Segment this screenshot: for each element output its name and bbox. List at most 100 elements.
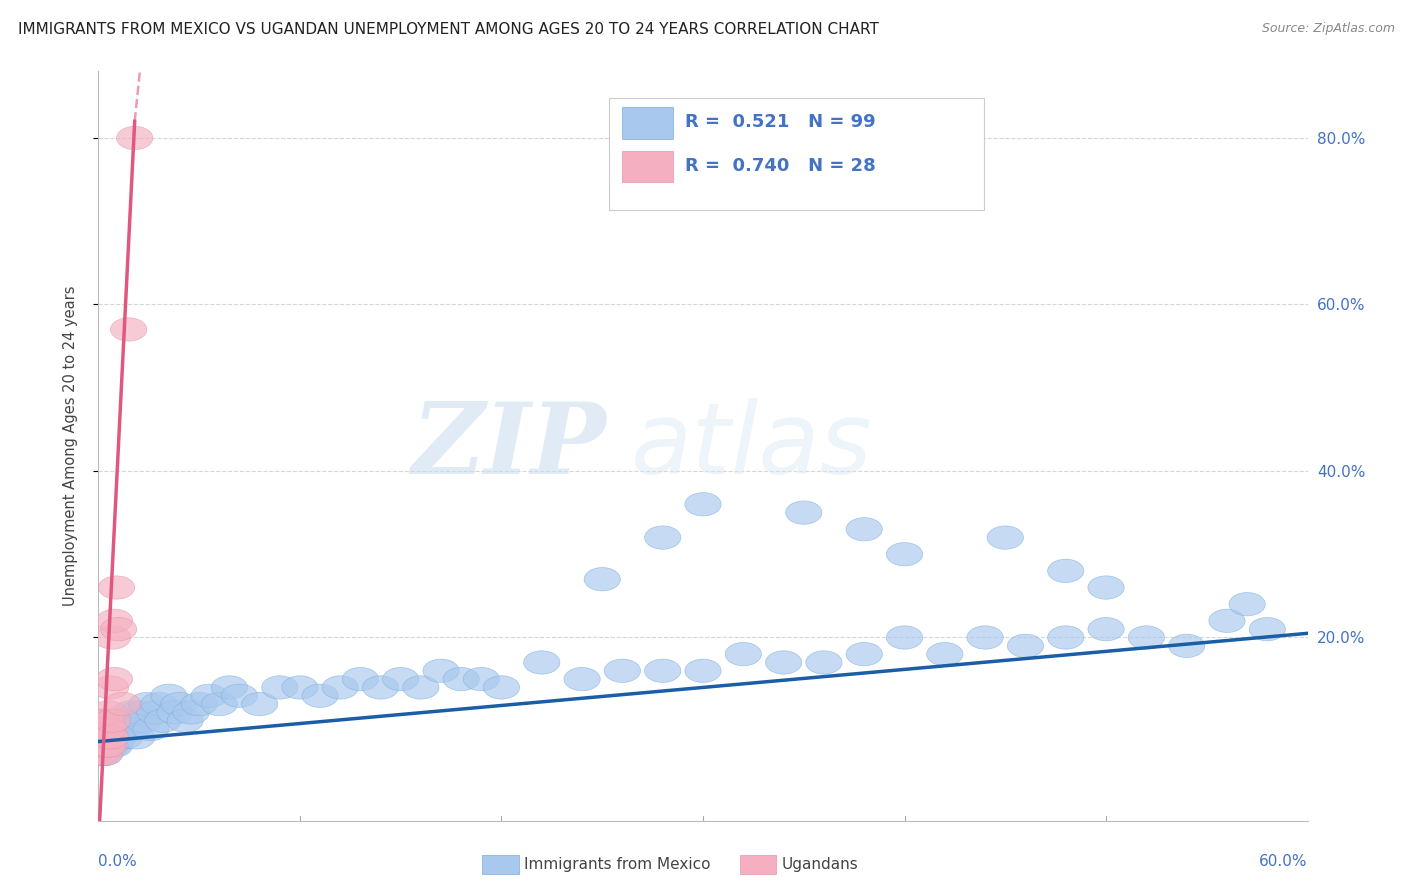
Ellipse shape [83, 709, 118, 732]
Ellipse shape [83, 734, 118, 757]
Ellipse shape [111, 717, 146, 740]
Ellipse shape [564, 667, 600, 690]
Ellipse shape [86, 742, 122, 765]
Ellipse shape [145, 709, 181, 732]
Ellipse shape [104, 717, 141, 740]
Ellipse shape [84, 734, 121, 757]
Ellipse shape [117, 709, 153, 732]
Ellipse shape [104, 692, 141, 715]
Ellipse shape [83, 742, 118, 765]
Ellipse shape [402, 676, 439, 699]
Ellipse shape [725, 642, 762, 665]
Text: 0.0%: 0.0% [98, 855, 138, 870]
Ellipse shape [987, 526, 1024, 549]
Ellipse shape [97, 734, 132, 757]
Ellipse shape [89, 726, 125, 749]
Ellipse shape [221, 684, 257, 707]
Ellipse shape [302, 684, 339, 707]
Ellipse shape [94, 717, 131, 740]
Ellipse shape [84, 717, 121, 740]
Ellipse shape [262, 676, 298, 699]
Ellipse shape [100, 617, 136, 640]
Ellipse shape [484, 676, 520, 699]
Ellipse shape [382, 667, 419, 690]
Ellipse shape [281, 676, 318, 699]
Ellipse shape [89, 717, 125, 740]
Ellipse shape [89, 734, 125, 757]
Ellipse shape [644, 659, 681, 682]
Ellipse shape [211, 676, 247, 699]
Ellipse shape [114, 717, 150, 740]
Ellipse shape [1047, 559, 1084, 582]
Text: 60.0%: 60.0% [1260, 855, 1308, 870]
Ellipse shape [98, 709, 135, 732]
Ellipse shape [1168, 634, 1205, 657]
FancyBboxPatch shape [609, 97, 984, 210]
Ellipse shape [83, 709, 118, 732]
Ellipse shape [83, 726, 118, 749]
Ellipse shape [100, 717, 136, 740]
Ellipse shape [90, 734, 127, 757]
Ellipse shape [84, 726, 121, 749]
Ellipse shape [112, 701, 149, 724]
Ellipse shape [97, 609, 132, 632]
Ellipse shape [765, 651, 801, 674]
Ellipse shape [89, 726, 125, 749]
Ellipse shape [685, 492, 721, 516]
Text: ZIP: ZIP [412, 398, 606, 494]
Ellipse shape [111, 318, 146, 341]
Ellipse shape [1007, 634, 1043, 657]
Ellipse shape [173, 701, 209, 724]
Text: R =  0.521   N = 99: R = 0.521 N = 99 [685, 113, 876, 131]
Ellipse shape [132, 717, 169, 740]
Ellipse shape [93, 676, 129, 699]
Ellipse shape [84, 726, 121, 749]
Ellipse shape [86, 742, 122, 765]
Ellipse shape [1128, 626, 1164, 649]
Ellipse shape [806, 651, 842, 674]
Ellipse shape [242, 692, 278, 715]
Ellipse shape [100, 726, 136, 749]
Ellipse shape [93, 734, 129, 757]
Ellipse shape [322, 676, 359, 699]
Ellipse shape [129, 692, 165, 715]
Ellipse shape [103, 709, 139, 732]
Ellipse shape [443, 667, 479, 690]
Ellipse shape [1088, 617, 1125, 640]
Ellipse shape [107, 726, 143, 749]
Ellipse shape [86, 734, 122, 757]
Ellipse shape [84, 742, 121, 765]
Ellipse shape [136, 701, 173, 724]
Ellipse shape [93, 726, 129, 749]
Ellipse shape [90, 717, 127, 740]
Ellipse shape [118, 726, 155, 749]
Text: atlas: atlas [630, 398, 872, 494]
Ellipse shape [1088, 576, 1125, 599]
Ellipse shape [89, 717, 125, 740]
Ellipse shape [90, 717, 127, 740]
Ellipse shape [83, 726, 118, 749]
Ellipse shape [90, 701, 127, 724]
Ellipse shape [886, 542, 922, 566]
Ellipse shape [423, 659, 460, 682]
Ellipse shape [98, 576, 135, 599]
Ellipse shape [94, 726, 131, 749]
Ellipse shape [83, 717, 118, 740]
Ellipse shape [644, 526, 681, 549]
Ellipse shape [90, 726, 127, 749]
Ellipse shape [89, 726, 125, 749]
Ellipse shape [181, 692, 218, 715]
Ellipse shape [523, 651, 560, 674]
Ellipse shape [786, 501, 823, 524]
Ellipse shape [121, 701, 157, 724]
Ellipse shape [84, 717, 121, 740]
Y-axis label: Unemployment Among Ages 20 to 24 years: Unemployment Among Ages 20 to 24 years [63, 285, 77, 607]
Ellipse shape [84, 717, 121, 740]
Text: IMMIGRANTS FROM MEXICO VS UGANDAN UNEMPLOYMENT AMONG AGES 20 TO 24 YEARS CORRELA: IMMIGRANTS FROM MEXICO VS UGANDAN UNEMPL… [18, 22, 879, 37]
Ellipse shape [86, 726, 122, 749]
FancyBboxPatch shape [621, 151, 672, 182]
Ellipse shape [141, 692, 177, 715]
Ellipse shape [93, 717, 129, 740]
Ellipse shape [89, 709, 125, 732]
Ellipse shape [93, 726, 129, 749]
